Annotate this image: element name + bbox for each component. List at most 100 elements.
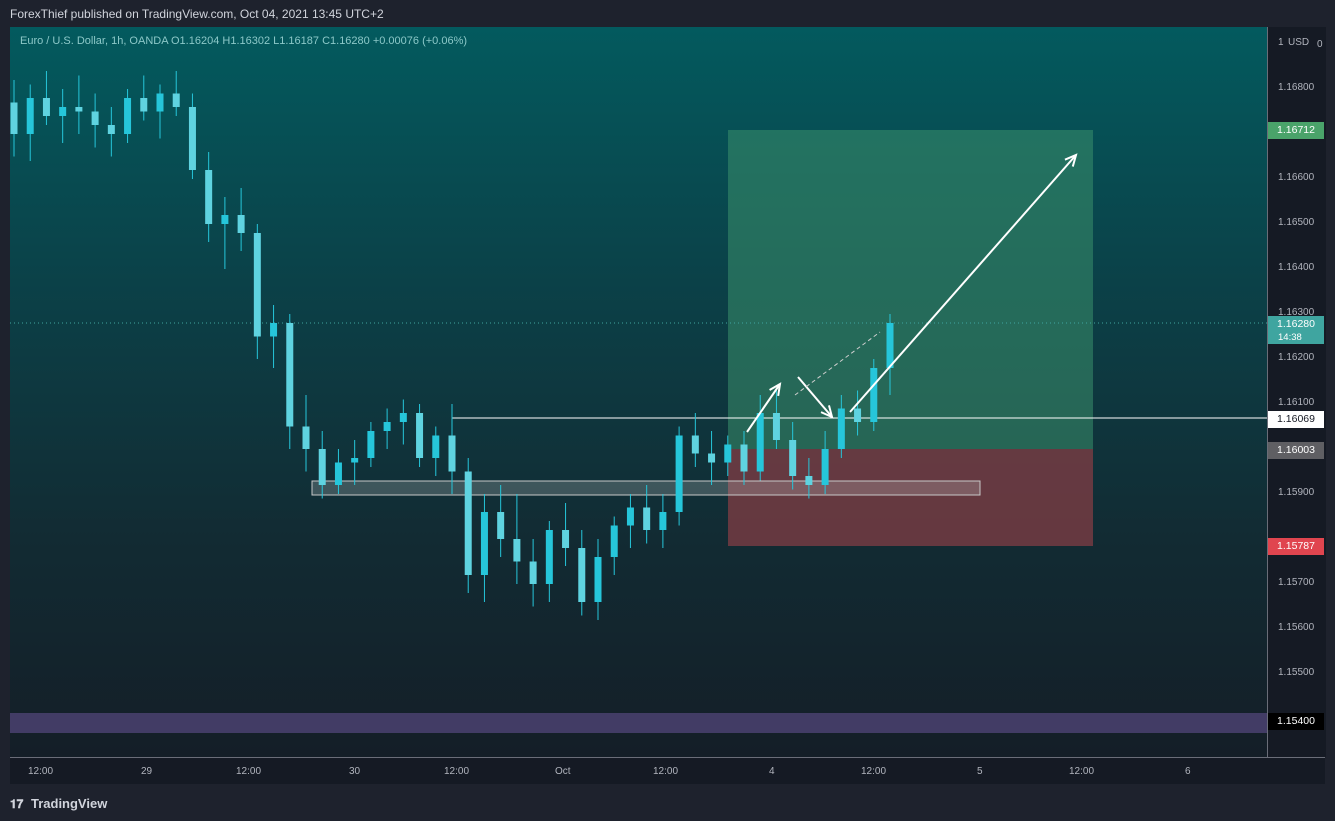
candle-body xyxy=(497,512,505,539)
candle-body xyxy=(351,458,359,463)
candle-body xyxy=(578,548,586,602)
candle-body xyxy=(821,449,829,485)
chart-pane[interactable]: Euro / U.S. Dollar, 1h, OANDA O1.16204 H… xyxy=(10,27,1267,757)
impulse-arrow-head xyxy=(769,382,782,397)
projection-dashed-line xyxy=(794,331,881,396)
candle-body xyxy=(26,98,34,134)
candle-body xyxy=(870,368,878,422)
y-tick-label: 1.15700 xyxy=(1278,577,1315,588)
candle-body xyxy=(399,413,407,422)
x-tick-label: 5 xyxy=(977,766,983,777)
candle-body xyxy=(10,102,18,134)
candle-body xyxy=(91,111,99,125)
projection-arrow xyxy=(849,154,1077,413)
y-tick-label: 1.16600 xyxy=(1278,172,1315,183)
x-tick-label: 12:00 xyxy=(236,766,262,777)
candle-body xyxy=(172,93,180,107)
price-axis[interactable]: 1 USD 0 1.16800 1.16600 1.16500 1.16400 1.16… xyxy=(1267,27,1326,757)
candle-body xyxy=(367,431,375,458)
candle-body xyxy=(756,413,764,472)
candle-body xyxy=(75,107,83,112)
x-tick-label: 12:00 xyxy=(1069,766,1095,777)
candle-body xyxy=(626,507,634,526)
candle-body xyxy=(302,426,310,449)
candle-body xyxy=(886,323,894,368)
candle-body xyxy=(805,476,813,485)
candle-body xyxy=(562,530,570,548)
projection-arrow-head xyxy=(1064,153,1078,167)
currency-label[interactable]: USD xyxy=(1288,37,1310,48)
candle-body xyxy=(286,323,294,427)
tradingview-logo[interactable]: 𝟏𝟕 TradingView xyxy=(10,796,107,812)
price-axis-top-2: 0 xyxy=(1317,39,1323,50)
candle-body xyxy=(643,507,651,530)
candle-body xyxy=(107,125,115,134)
impulse-arrow xyxy=(746,383,781,433)
candle-body xyxy=(480,512,488,575)
candle-body xyxy=(140,98,148,112)
candle-body xyxy=(545,530,553,584)
target-zone xyxy=(728,130,1093,449)
x-tick-label: 30 xyxy=(349,766,361,777)
candle-body xyxy=(659,512,667,530)
support-box xyxy=(311,480,981,496)
candle-body xyxy=(610,525,618,557)
candle-body xyxy=(156,93,164,112)
x-tick-label: Oct xyxy=(555,766,571,777)
current-price-tag: 1.16280 14:38 xyxy=(1268,316,1324,344)
publisher-text: ForexThief published on TradingView.com,… xyxy=(10,7,384,21)
candle-body xyxy=(432,435,440,458)
candle-body xyxy=(724,444,732,463)
candle-body xyxy=(124,98,132,134)
y-tick-label: 1.16400 xyxy=(1278,262,1315,273)
brand-name: TradingView xyxy=(30,796,108,811)
candle-body xyxy=(237,215,245,233)
candle-body xyxy=(464,471,472,575)
candle-body xyxy=(270,323,278,337)
y-tick-label: 1.16800 xyxy=(1278,82,1315,93)
candle-body xyxy=(334,462,342,485)
candle-body xyxy=(740,444,748,472)
price-plot[interactable] xyxy=(10,27,1267,757)
candle-body xyxy=(837,408,845,449)
line-price-tag: 1.16069 xyxy=(1268,411,1324,428)
support-band xyxy=(10,713,1267,733)
stop-zone xyxy=(728,449,1093,546)
candle-body xyxy=(205,170,213,224)
footer: 𝟏𝟕 TradingView xyxy=(0,784,1335,821)
x-tick-label: 6 xyxy=(1185,766,1191,777)
bar-countdown: 14:38 xyxy=(1278,332,1302,343)
candle-body xyxy=(42,98,50,116)
price-axis-top: 1 xyxy=(1278,37,1284,48)
y-tick-label: 1.16100 xyxy=(1278,397,1315,408)
y-tick-label: 1.15600 xyxy=(1278,622,1315,633)
pullback-arrow xyxy=(797,376,833,418)
y-tick-label: 1.16500 xyxy=(1278,217,1315,228)
band-price-tag: 1.15400 xyxy=(1268,713,1324,730)
pullback-arrow-head xyxy=(820,405,834,419)
candle-body xyxy=(253,233,261,337)
x-tick-label: 12:00 xyxy=(653,766,679,777)
candle-body xyxy=(383,422,391,431)
entry-price-tag: 1.16003 xyxy=(1268,442,1324,459)
candle-body xyxy=(691,435,699,454)
candle-body xyxy=(854,408,862,422)
y-tick-label: 1.15900 xyxy=(1278,487,1315,498)
y-tick-label: 1.15500 xyxy=(1278,667,1315,678)
symbol-legend: Euro / U.S. Dollar, 1h, OANDA O1.16204 H… xyxy=(20,35,468,47)
candle-body xyxy=(594,557,602,602)
candle-body xyxy=(513,539,521,562)
candle-body xyxy=(772,413,780,440)
x-tick-label: 29 xyxy=(141,766,153,777)
x-tick-label: 12:00 xyxy=(28,766,54,777)
y-tick-label: 1.16300 xyxy=(1278,307,1315,318)
candle-body xyxy=(529,561,537,584)
x-tick-label: 12:00 xyxy=(444,766,470,777)
tradingview-logo-icon: 𝟏𝟕 xyxy=(10,797,24,811)
candle-body xyxy=(318,449,326,485)
target-price-tag: 1.16712 xyxy=(1268,122,1324,139)
y-tick-label: 1.16200 xyxy=(1278,352,1315,363)
time-axis[interactable]: 12:00 29 12:00 30 12:00 Oct 12:00 4 12:00 5 12:00 6 xyxy=(10,757,1325,785)
candle-body xyxy=(675,435,683,512)
candle-body xyxy=(448,435,456,472)
